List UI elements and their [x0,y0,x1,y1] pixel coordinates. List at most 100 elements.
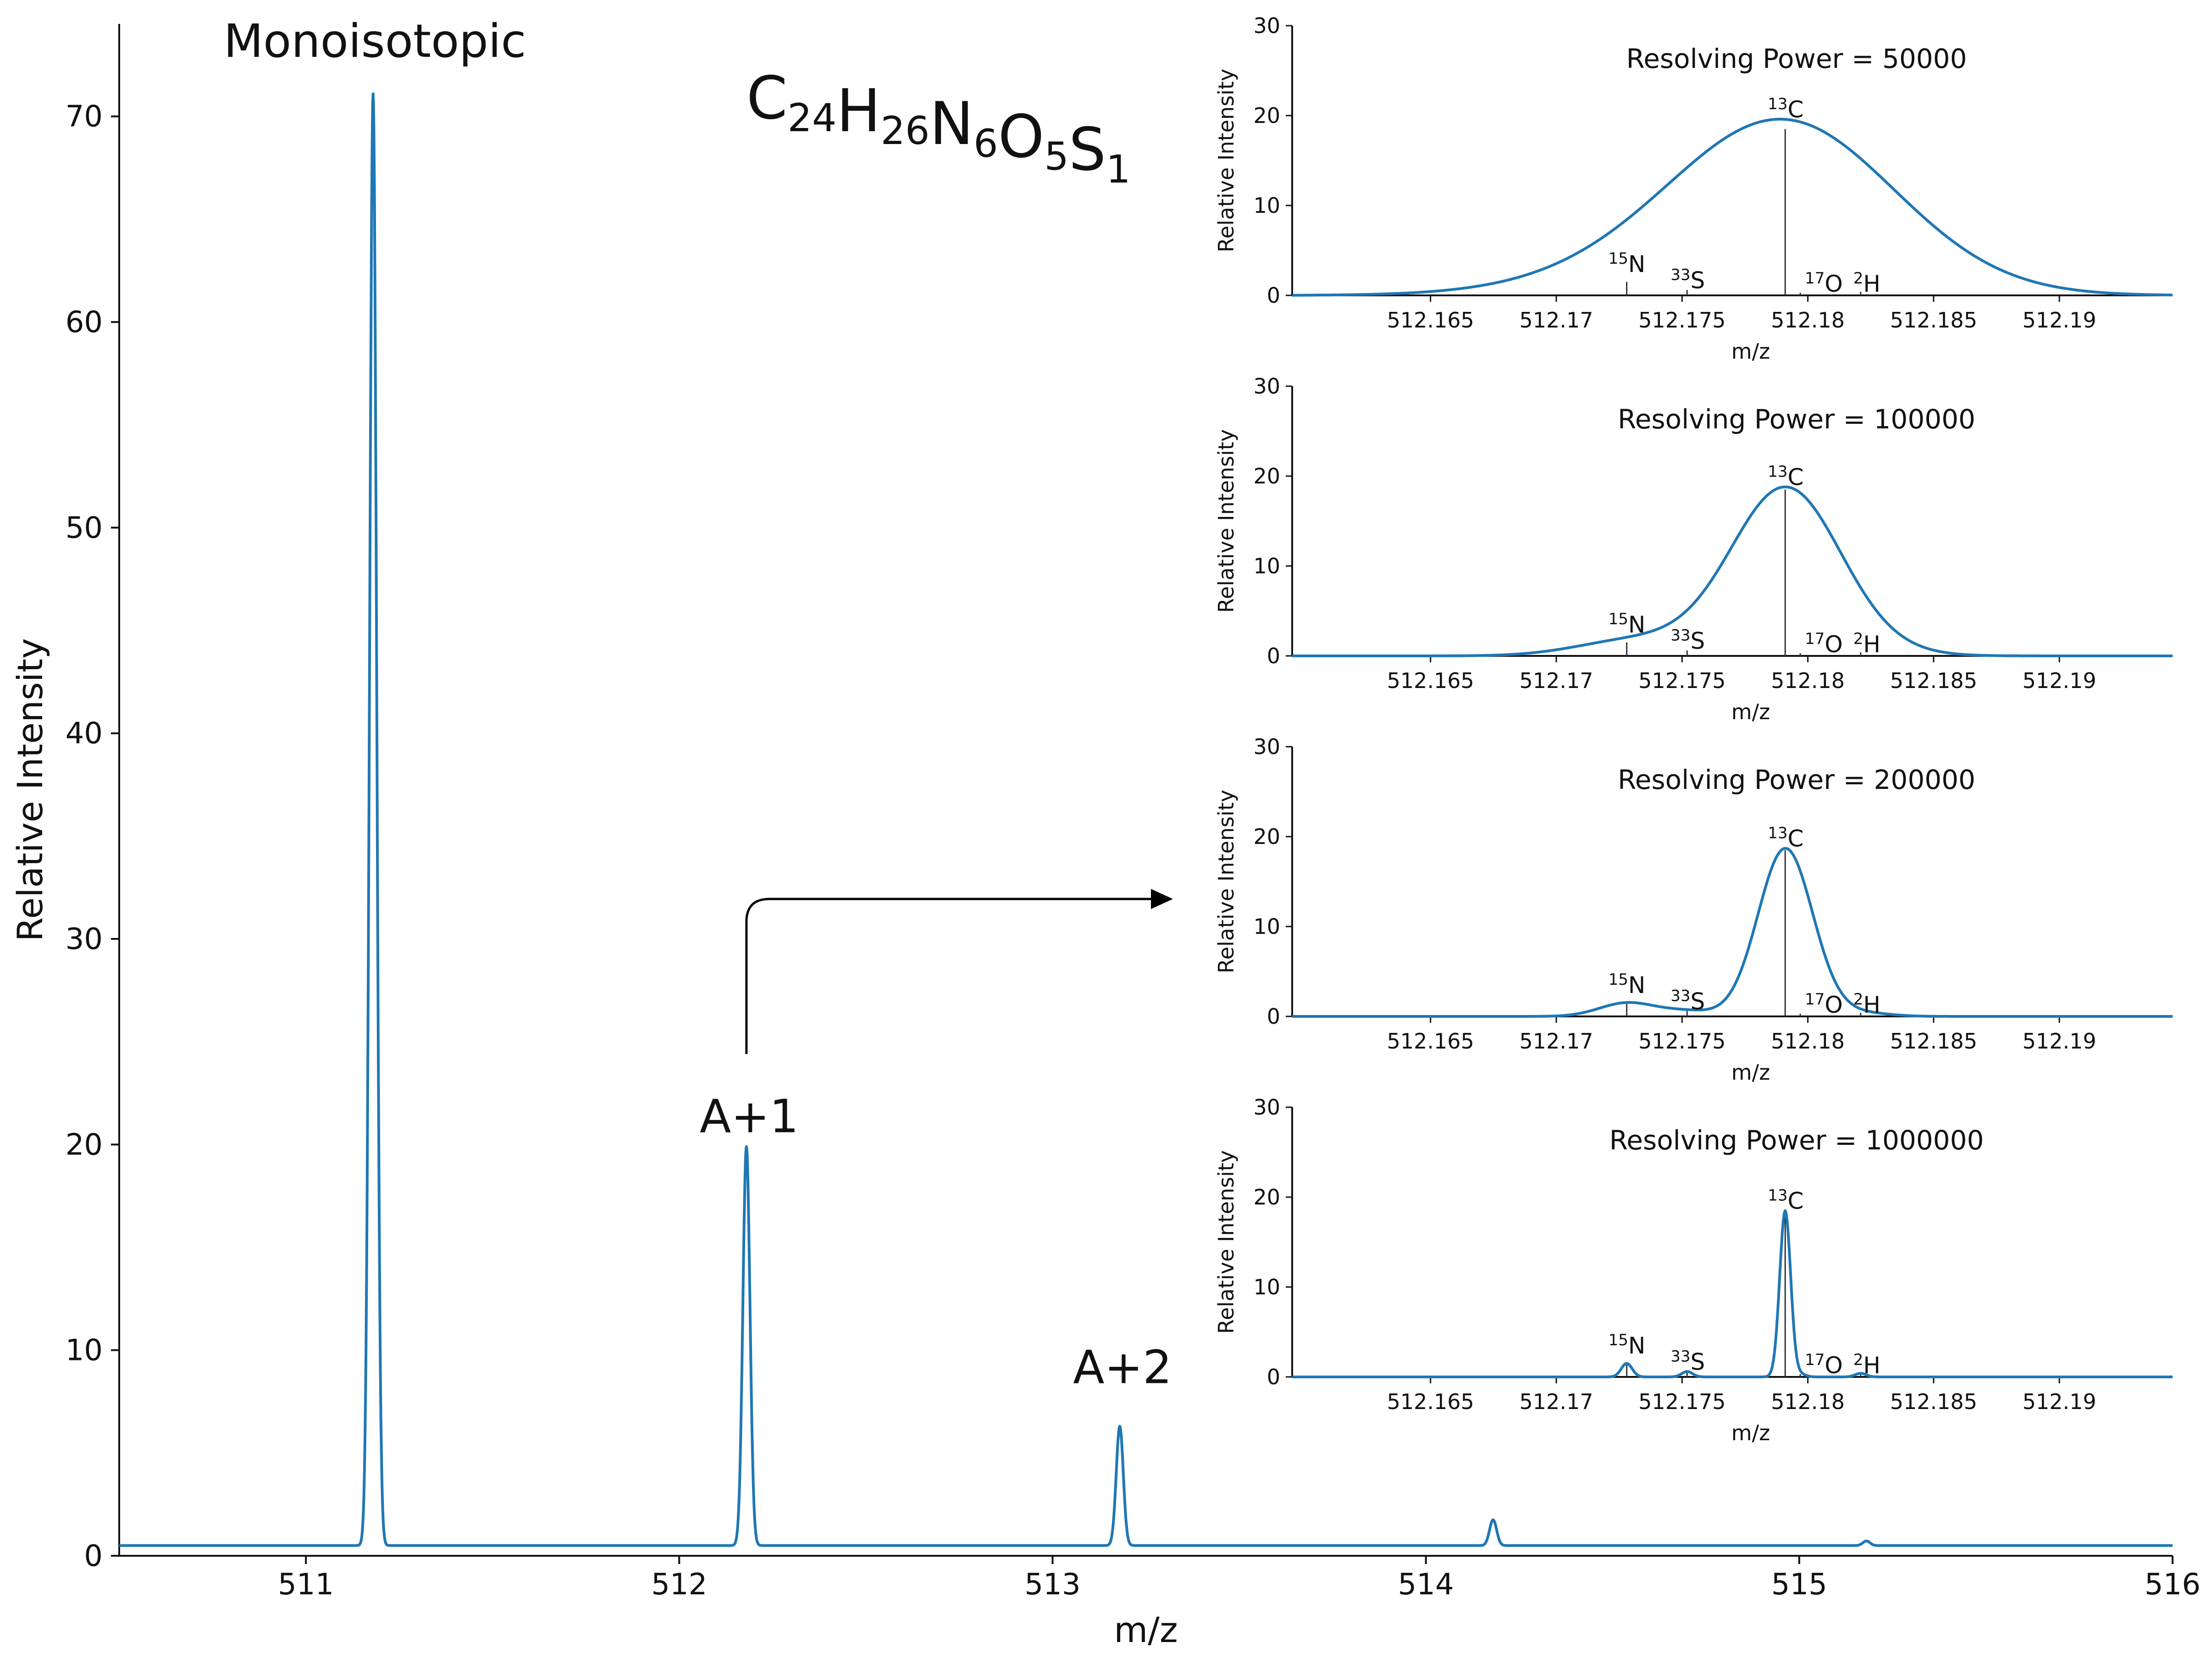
inset-x-tick-label: 512.165 [1387,668,1474,693]
isotope-label-17o: 17O [1805,1351,1843,1379]
inset-spectrum-line [1292,485,2173,657]
inset-y-axis-label: Relative Intensity [1214,1150,1239,1334]
inset-chart-3: 512.165 512.17 512.175 512.18 512.185 512.19 0… [1214,734,2173,1085]
inset-x-axis-label: m/z [1731,339,1770,364]
inset-y-tick-label: 10 [1253,1275,1280,1299]
isotope-label-15n: 15N [1609,971,1646,999]
inset-y-tick-label: 0 [1267,644,1280,668]
isotope-label-33s: 33S [1670,1347,1705,1375]
inset-x-tick-label: 512.185 [1890,668,1977,693]
inset-x-tick-label: 512.175 [1638,1029,1725,1054]
inset-spectrum-line [1292,117,2173,297]
inset-x-tick-label: 512.175 [1638,308,1725,333]
inset-chart-2: 512.165 512.17 512.175 512.18 512.185 512.19 0… [1214,374,2173,724]
right-arrow-icon [1151,889,1173,909]
inset-x-tick-label: 512.175 [1638,1389,1725,1414]
inset-y-tick-label: 10 [1253,914,1280,939]
inset-x-tick-label: 512.185 [1890,308,1977,333]
inset-x-tick-label: 512.175 [1638,668,1725,693]
isotope-label-15n: 15N [1609,250,1646,277]
inset-y-tick-label: 30 [1253,13,1280,38]
monoisotopic-label: Monoisotopic [224,14,526,68]
isotope-label-2h: 2H [1853,269,1880,297]
inset-x-tick-label: 512.185 [1890,1029,1977,1054]
inset-chart-1: 512.165 512.17 512.175 512.18 512.185 512.19 0… [1214,13,2173,364]
main-spectrum-chart: 511 512 513 514 515 516 0 10 20 30 40 50 60 70 m/z Rela… [10,24,2201,1650]
inset-x-tick-label: 512.17 [1520,668,1593,693]
y-tick-label: 50 [66,511,103,545]
inset-title: Resolving Power = 200000 [1618,764,1975,795]
inset-x-axis-label: m/z [1731,1060,1770,1085]
x-tick-label: 511 [278,1568,334,1602]
y-tick-label: 20 [66,1128,103,1162]
spectrum-series-line [118,92,2174,1547]
isotope-label-15n: 15N [1609,610,1646,638]
inset-x-tick-label: 512.19 [2023,1029,2096,1054]
y-tick-label: 0 [84,1539,103,1573]
isotope-label-2h: 2H [1853,630,1880,658]
inset-x-tick-label: 512.19 [2023,308,2096,333]
inset-y-tick-label: 10 [1253,554,1280,578]
isotope-label-15n: 15N [1609,1331,1646,1359]
isotope-label-13c: 13C [1768,463,1803,491]
x-tick-label: 515 [1771,1568,1827,1602]
inset-x-tick-label: 512.18 [1771,1389,1845,1414]
a-plus-1-label: A+1 [700,1090,799,1143]
inset-x-tick-label: 512.165 [1387,308,1474,333]
isotope-label-33s: 33S [1670,626,1705,654]
inset-title: Resolving Power = 100000 [1618,404,1975,435]
molecular-formula: C24H26N6O5S1 [747,64,1131,192]
y-tick-label: 30 [66,922,103,956]
y-axis-label: Relative Intensity [10,638,50,941]
inset-x-tick-label: 512.18 [1771,668,1845,693]
y-tick-label: 70 [66,100,103,134]
inset-spectrum-line [1292,847,2173,1018]
isotope-label-33s: 33S [1670,987,1705,1015]
annotations: Monoisotopic A+1 A+2 C24H26N6O5S1 [224,14,1173,1394]
inset-y-tick-label: 20 [1253,103,1280,128]
inset-y-tick-label: 30 [1253,1095,1280,1120]
inset-y-tick-label: 20 [1253,824,1280,849]
inset-charts: 512.165 512.17 512.175 512.18 512.185 512.19 0… [1214,13,2173,1445]
inset-y-tick-label: 30 [1253,374,1280,399]
inset-chart-4: 512.165 512.17 512.175 512.18 512.185 512.19 0… [1214,1095,2173,1445]
inset-y-tick-label: 30 [1253,734,1280,759]
inset-title: Resolving Power = 50000 [1626,43,1967,74]
inset-title: Resolving Power = 1000000 [1609,1125,1984,1156]
inset-x-tick-label: 512.18 [1771,308,1845,333]
inset-y-axis-label: Relative Intensity [1214,790,1239,973]
x-axis-label: m/z [1114,1609,1178,1650]
inset-spectrum-line [1292,1209,2173,1378]
inset-y-axis-label: Relative Intensity [1214,69,1239,252]
inset-x-tick-label: 512.17 [1520,308,1593,333]
isotope-label-2h: 2H [1853,1351,1880,1379]
isotope-label-33s: 33S [1670,266,1705,294]
inset-x-tick-label: 512.17 [1520,1029,1593,1054]
isotope-label-13c: 13C [1768,1186,1803,1214]
a-plus-2-label: A+2 [1073,1341,1172,1394]
inset-x-tick-label: 512.165 [1387,1029,1474,1054]
isotope-label-13c: 13C [1768,95,1803,123]
zoom-connector-line [745,898,1151,1054]
inset-y-tick-label: 0 [1267,1004,1280,1029]
y-tick-label: 40 [66,717,103,751]
inset-x-tick-label: 512.19 [2023,668,2096,693]
inset-x-axis-label: m/z [1731,699,1770,724]
isotope-label-17o: 17O [1805,990,1843,1018]
isotope-label-17o: 17O [1805,630,1843,658]
inset-x-tick-label: 512.185 [1890,1389,1977,1414]
x-tick-label: 514 [1398,1568,1454,1602]
inset-x-tick-label: 512.19 [2023,1389,2096,1414]
inset-y-tick-label: 20 [1253,464,1280,488]
x-tick-label: 513 [1024,1568,1080,1602]
inset-y-tick-label: 10 [1253,193,1280,218]
inset-x-tick-label: 512.18 [1771,1029,1845,1054]
isotope-label-13c: 13C [1768,824,1803,852]
x-tick-label: 512 [651,1568,707,1602]
y-tick-label: 10 [66,1334,103,1368]
inset-x-tick-label: 512.17 [1520,1389,1593,1414]
y-tick-label: 60 [66,305,103,339]
isotope-label-17o: 17O [1805,269,1843,297]
x-tick-label: 516 [2145,1568,2201,1602]
